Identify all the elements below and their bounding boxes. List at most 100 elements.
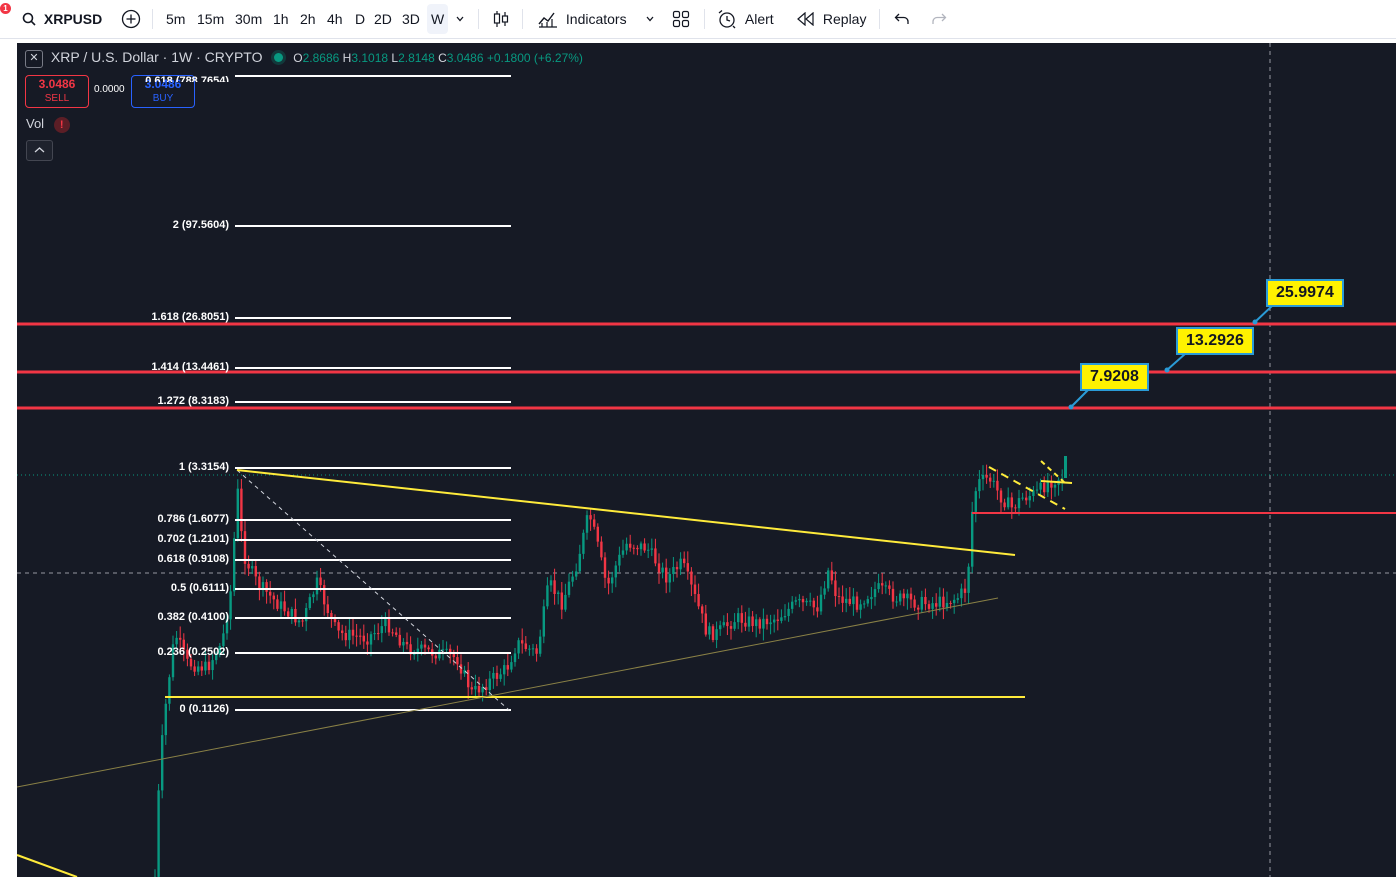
candle-body: [517, 640, 520, 654]
candle-body: [650, 548, 653, 550]
candle-body: [521, 640, 524, 644]
candle-body: [1043, 482, 1046, 493]
close-value: 3.0486: [446, 51, 484, 65]
market-status-icon: [274, 53, 284, 62]
warning-icon[interactable]: !: [53, 117, 70, 133]
candle-body: [441, 649, 445, 651]
redo-button[interactable]: [931, 0, 947, 38]
candle-body: [762, 618, 765, 629]
callout-target-3[interactable]: 25.9974: [1266, 279, 1344, 307]
timeframe-5m[interactable]: 5m: [166, 11, 186, 27]
candle-body: [294, 608, 297, 623]
candle-body: [279, 601, 283, 609]
buy-label: BUY: [152, 93, 174, 104]
price-chart[interactable]: ✕ XRP / U.S. Dollar · 1W · CRYPTO O2.868…: [17, 43, 1396, 877]
replay-button[interactable]: Replay: [797, 0, 866, 38]
timeframe-dropdown[interactable]: [455, 0, 465, 38]
candle-body: [197, 666, 200, 672]
compare-button[interactable]: [121, 0, 141, 38]
candle-body: [269, 591, 272, 596]
candle-body: [1046, 482, 1049, 493]
collapse-indicators-button[interactable]: [26, 140, 53, 161]
candle-body: [204, 661, 207, 671]
candle-body: [546, 585, 549, 607]
candle-body: [387, 617, 391, 633]
candle-body: [312, 594, 315, 598]
candle-body: [715, 629, 718, 640]
timeframe-1h[interactable]: 1h: [273, 11, 289, 27]
candle-body: [852, 596, 855, 605]
candle-body: [485, 687, 488, 690]
candle-body: [542, 606, 545, 637]
layout-button[interactable]: [672, 0, 690, 38]
change-value: +0.1800 (+6.27%): [486, 51, 583, 65]
candle-body: [474, 685, 477, 690]
candle-body: [427, 647, 430, 650]
candle-body: [319, 577, 322, 586]
timeframe-2h[interactable]: 2h: [300, 11, 316, 27]
buy-button[interactable]: 3.0486 BUY: [131, 75, 195, 108]
lower-trendline[interactable]: [17, 854, 78, 877]
candle-body: [780, 617, 783, 621]
candle-body: [369, 634, 373, 645]
candle-body: [254, 566, 257, 577]
timeframe-4h[interactable]: 4h: [327, 11, 343, 27]
symbol-search[interactable]: XRPUSD: [22, 0, 102, 38]
candle-body: [855, 596, 859, 610]
candle-body: [359, 635, 362, 637]
undo-button[interactable]: [894, 0, 910, 38]
candle-body: [222, 633, 225, 646]
timeframe-15m[interactable]: 15m: [197, 11, 225, 27]
alert-button[interactable]: Alert: [717, 0, 774, 38]
timeframe-d[interactable]: D: [355, 11, 366, 27]
candle-body: [200, 666, 203, 671]
candle-body: [1032, 490, 1035, 497]
candle-body: [884, 585, 887, 587]
fib-label-0618: 0.618 (0.9108): [157, 553, 229, 565]
candle-body: [168, 677, 171, 704]
symbol-title[interactable]: XRP / U.S. Dollar · 1W · CRYPTO: [50, 49, 263, 65]
chart-canvas[interactable]: [17, 43, 1396, 877]
toolbar-divider: [879, 9, 880, 29]
candle-body: [215, 654, 218, 661]
candle-body: [506, 665, 509, 670]
ascending-trendline[interactable]: [17, 597, 999, 788]
descending-trendline[interactable]: [236, 469, 1016, 556]
candle-body: [315, 577, 319, 595]
candle-body: [513, 653, 517, 663]
close-chart-icon[interactable]: ✕: [25, 50, 43, 68]
fibonacci-retracement[interactable]: [235, 75, 511, 711]
close-label: C: [438, 51, 447, 65]
flag-line-3[interactable]: [1040, 460, 1066, 484]
fib-label-05: 0.5 (0.6111): [170, 582, 229, 594]
candle-body: [186, 649, 189, 659]
candle-body: [258, 576, 261, 589]
candle-body: [733, 622, 736, 629]
sell-button[interactable]: 3.0486 SELL: [25, 75, 89, 108]
candle-body: [877, 583, 880, 590]
volume-indicator[interactable]: Vol !: [26, 116, 70, 133]
timeframe-2d[interactable]: 2D: [374, 11, 392, 27]
candlestick-series: [153, 456, 1067, 877]
notification-badge[interactable]: 1: [0, 3, 11, 14]
candle-body: [1021, 497, 1024, 499]
flag-line-1[interactable]: [988, 466, 1066, 510]
indicators-dropdown[interactable]: [645, 0, 655, 38]
timeframe-w[interactable]: W: [427, 4, 449, 34]
chevron-down-icon: [456, 16, 464, 22]
callout-target-1[interactable]: 7.9208: [1080, 363, 1149, 391]
indicators-button[interactable]: Indicators: [538, 0, 627, 38]
candle-body: [251, 566, 254, 569]
candle-body: [380, 626, 383, 634]
candle-body: [323, 585, 326, 605]
timeframe-3d[interactable]: 3D: [402, 11, 420, 27]
timeframe-30m[interactable]: 30m: [235, 11, 263, 27]
candle-body: [445, 648, 448, 650]
candle-body: [326, 604, 329, 614]
candle-body: [945, 602, 949, 608]
candle-body: [463, 669, 466, 674]
flag-line-2[interactable]: [1040, 480, 1073, 484]
chart-type-button[interactable]: [492, 0, 510, 38]
candle-body: [917, 607, 920, 610]
callout-target-2[interactable]: 13.2926: [1176, 327, 1254, 355]
